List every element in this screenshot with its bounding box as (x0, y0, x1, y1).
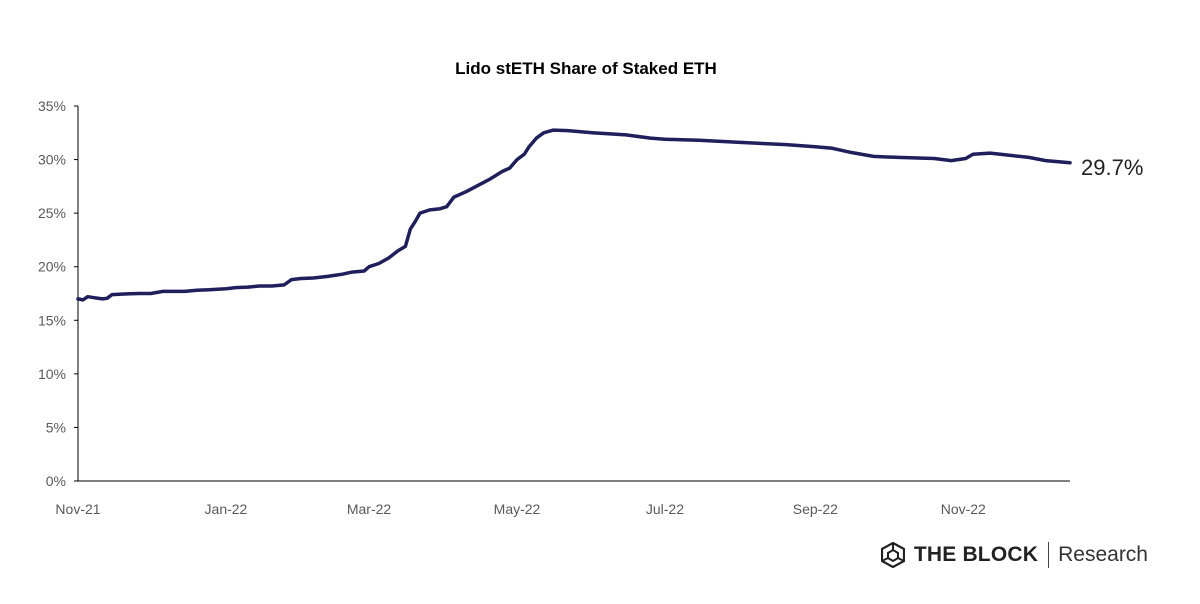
y-tick-label: 10% (38, 366, 66, 382)
x-tick-label: Sep-22 (793, 501, 838, 517)
brand-divider (1048, 542, 1050, 568)
y-tick-label: 30% (38, 152, 66, 168)
cube-logo-icon (880, 542, 905, 568)
y-tick-label: 25% (38, 205, 66, 221)
x-tick-label: Mar-22 (347, 501, 392, 517)
brand-watermark: THE BLOCK Research (880, 538, 1148, 572)
x-tick-label: Nov-21 (55, 501, 100, 517)
y-tick-label: 5% (46, 419, 66, 435)
brand-name: THE BLOCK (913, 543, 1039, 566)
y-tick-label: 20% (38, 259, 66, 275)
y-tick-label: 15% (38, 312, 66, 328)
x-tick-label: May-22 (494, 501, 541, 517)
y-tick-label: 35% (38, 98, 66, 114)
brand-subtitle: Research (1058, 543, 1148, 566)
x-axis-ticks: Nov-21 Jan-22 Mar-22 May-22 Jul-22 Sep-22 Nov-… (55, 501, 986, 517)
x-tick-label: Nov-22 (941, 501, 986, 517)
chart-title: Lido stETH Share of Staked ETH (455, 59, 717, 78)
x-tick-label: Jul-22 (646, 501, 684, 517)
y-axis-ticks: 0% 5% 10% 15% 20% 25% 30% 35% (38, 98, 78, 489)
x-tick-label: Jan-22 (205, 501, 248, 517)
y-tick-label: 0% (46, 473, 66, 489)
series-line-steth-share (76, 128, 1072, 302)
end-value-label: 29.7% (1081, 155, 1143, 180)
